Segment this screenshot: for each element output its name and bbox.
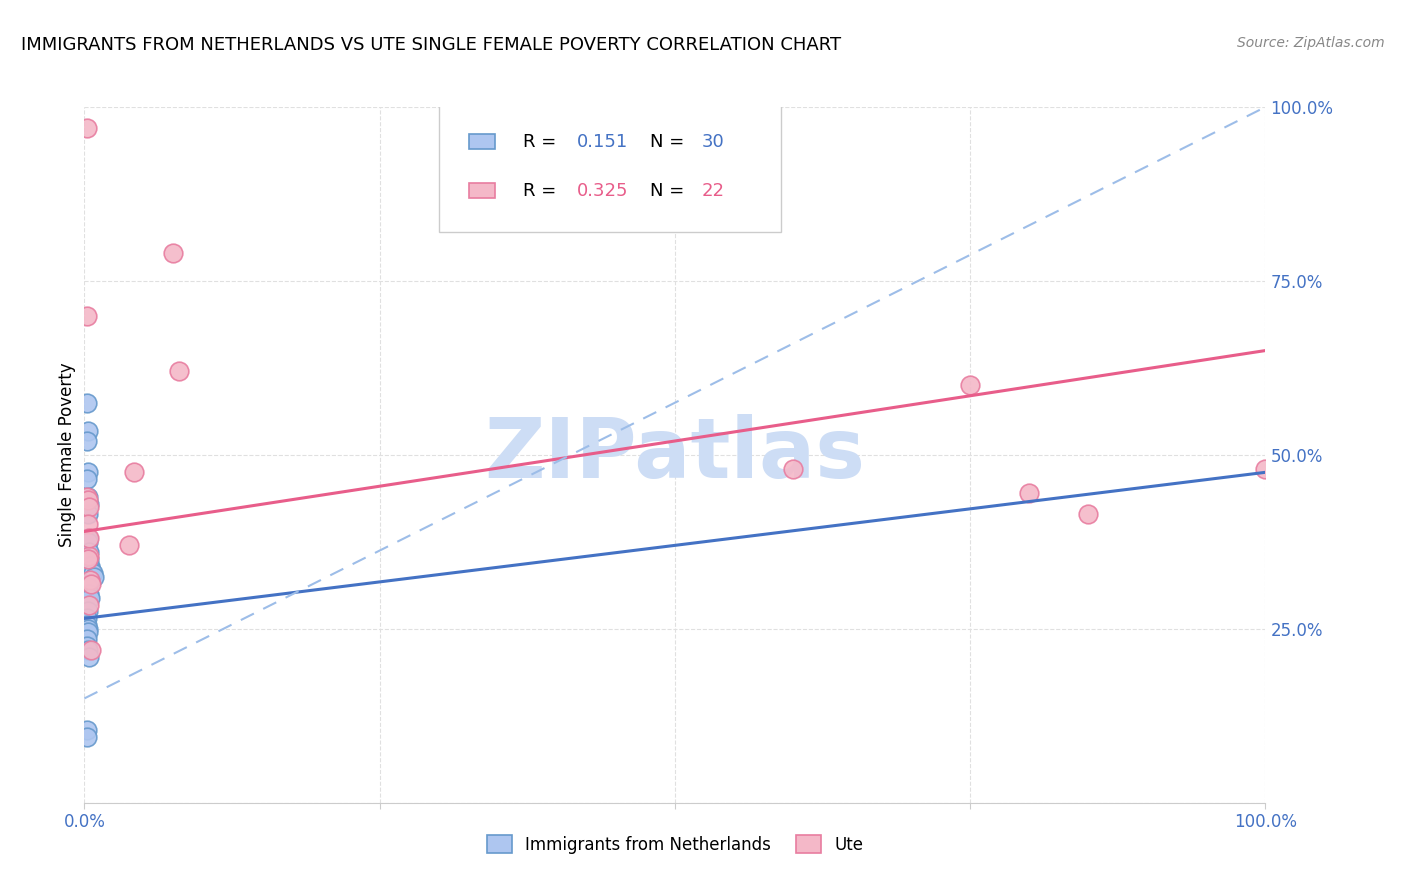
- Point: [959, 378, 981, 392]
- Point: [79, 591, 101, 605]
- Point: [76, 120, 98, 135]
- Point: [77, 424, 100, 438]
- Point: [167, 364, 190, 378]
- Text: IMMIGRANTS FROM NETHERLANDS VS UTE SINGLE FEMALE POVERTY CORRELATION CHART: IMMIGRANTS FROM NETHERLANDS VS UTE SINGL…: [21, 36, 841, 54]
- Text: 30: 30: [702, 133, 725, 151]
- Text: 0.151: 0.151: [576, 133, 628, 151]
- Point: [782, 462, 804, 476]
- Point: [77, 517, 100, 532]
- Point: [122, 466, 145, 480]
- Point: [77, 580, 100, 594]
- Point: [79, 559, 101, 574]
- Legend: Immigrants from Netherlands, Ute: Immigrants from Netherlands, Ute: [486, 836, 863, 854]
- Point: [162, 246, 184, 260]
- Text: Source: ZipAtlas.com: Source: ZipAtlas.com: [1237, 36, 1385, 50]
- Text: R =: R =: [523, 182, 561, 200]
- Y-axis label: Single Female Poverty: Single Female Poverty: [58, 363, 76, 547]
- Point: [80, 563, 103, 577]
- Point: [76, 632, 98, 647]
- Point: [77, 587, 100, 601]
- Point: [1077, 507, 1099, 521]
- Point: [76, 309, 98, 323]
- Point: [77, 598, 100, 612]
- Point: [77, 466, 100, 480]
- Point: [80, 642, 103, 657]
- Point: [76, 396, 98, 410]
- Point: [1254, 462, 1277, 476]
- Point: [76, 639, 98, 653]
- Point: [83, 570, 105, 584]
- Text: 0.325: 0.325: [576, 182, 628, 200]
- Point: [76, 611, 98, 625]
- Text: N =: N =: [650, 182, 690, 200]
- Point: [77, 549, 100, 563]
- Text: 22: 22: [702, 182, 725, 200]
- Point: [77, 625, 100, 640]
- FancyBboxPatch shape: [470, 183, 495, 198]
- Point: [77, 500, 100, 514]
- Point: [77, 507, 100, 521]
- Point: [1018, 486, 1040, 500]
- Point: [118, 538, 141, 552]
- Text: N =: N =: [650, 133, 690, 151]
- Point: [77, 649, 100, 664]
- Point: [76, 730, 98, 744]
- Point: [77, 545, 100, 559]
- FancyBboxPatch shape: [439, 103, 782, 232]
- Text: ZIPatlas: ZIPatlas: [485, 415, 865, 495]
- Point: [77, 552, 100, 566]
- Point: [76, 723, 98, 737]
- Point: [77, 642, 100, 657]
- Point: [77, 497, 100, 511]
- FancyBboxPatch shape: [470, 134, 495, 150]
- Point: [77, 605, 100, 619]
- Point: [76, 472, 98, 486]
- Point: [76, 618, 98, 632]
- Point: [76, 490, 98, 504]
- Point: [76, 434, 98, 448]
- Point: [79, 573, 101, 587]
- Point: [82, 566, 104, 581]
- Point: [77, 493, 100, 508]
- Point: [77, 534, 100, 549]
- Text: R =: R =: [523, 133, 561, 151]
- Point: [80, 576, 103, 591]
- Point: [77, 552, 100, 566]
- Point: [77, 532, 100, 546]
- Point: [77, 490, 100, 504]
- Point: [77, 532, 100, 546]
- Point: [77, 622, 100, 636]
